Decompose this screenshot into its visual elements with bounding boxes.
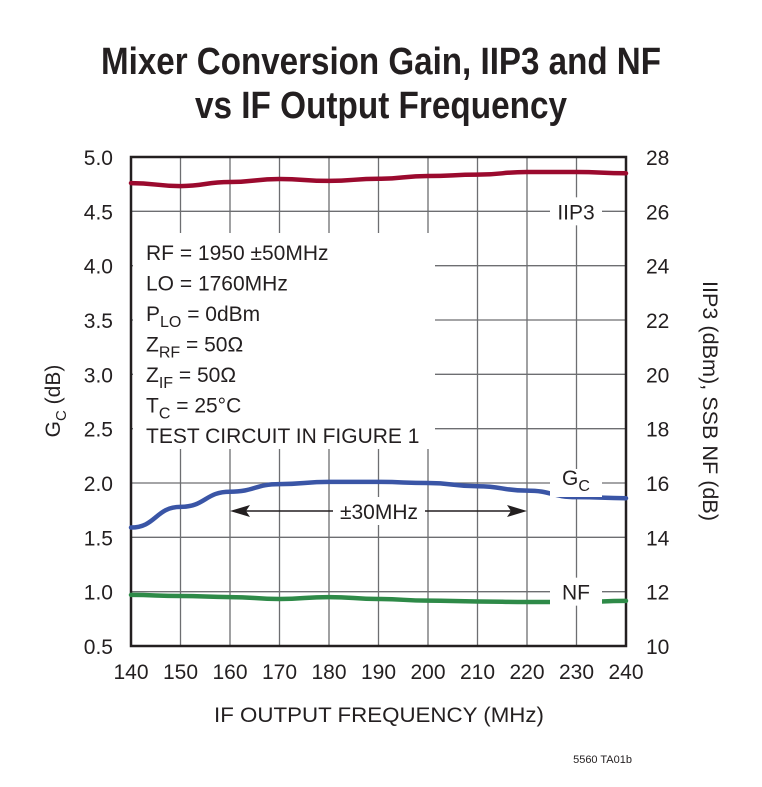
condition-subscript: IF <box>159 375 173 392</box>
chart-title-line2: vs IF Output Frequency <box>195 85 567 127</box>
y2-tick-label: 12 <box>646 582 669 605</box>
condition-subscript: RF <box>159 345 181 362</box>
condition-rest: = 50Ω <box>173 364 236 387</box>
condition-text: RF = 1950 ±50MHz <box>146 242 329 265</box>
y-tick-label: 3.5 <box>84 310 113 333</box>
y-tick-label: 0.5 <box>84 636 113 659</box>
x-tick-label: 140 <box>113 661 148 684</box>
y-tick-label: 5.0 <box>84 147 113 170</box>
series-label-nf: NF <box>562 582 590 605</box>
x-tick-label: 230 <box>559 661 594 684</box>
y-tick-label: 2.5 <box>84 419 113 442</box>
x-tick-label: 180 <box>311 661 346 684</box>
condition-main: LO = 1760MHz <box>146 273 288 296</box>
figure-id: 5560 TA01b <box>573 754 632 766</box>
y-tick-label: 4.5 <box>84 201 113 224</box>
condition-rest: = 25°C <box>170 395 241 418</box>
y2-axis-label: IIP3 (dBm), SSB NF (dB) <box>698 281 721 521</box>
series-label-main: G <box>562 467 578 490</box>
condition-main: T <box>146 395 159 418</box>
condition-subscript: LO <box>160 314 181 331</box>
condition-rest: = 50Ω <box>180 334 243 357</box>
x-tick-label: 240 <box>608 661 643 684</box>
y-tick-label: 1.0 <box>84 582 113 605</box>
y2-tick-label: 26 <box>646 201 669 224</box>
x-tick-label: 210 <box>460 661 495 684</box>
series-label-iip3: IIP3 <box>557 201 594 224</box>
y2-tick-label: 22 <box>646 310 669 333</box>
condition-rest: = 0dBm <box>181 303 260 326</box>
series-label-subscript: C <box>578 478 590 495</box>
y-tick-label: 1.5 <box>84 527 113 550</box>
y2-tick-label: 28 <box>646 147 669 170</box>
x-tick-label: 170 <box>262 661 297 684</box>
condition-main: Z <box>146 364 159 387</box>
x-tick-label: 220 <box>509 661 544 684</box>
condition-text: LO = 1760MHz <box>146 273 288 296</box>
x-axis-label: IF OUTPUT FREQUENCY (MHz) <box>214 704 544 727</box>
x-tick-label: 200 <box>410 661 445 684</box>
y2-tick-label: 10 <box>646 636 669 659</box>
y2-tick-label: 24 <box>646 256 670 279</box>
x-tick-label: 190 <box>361 661 396 684</box>
y-tick-label: 3.0 <box>84 364 113 387</box>
y-tick-label: 4.0 <box>84 256 113 279</box>
y-tick-label: 2.0 <box>84 473 113 496</box>
condition-main: RF = 1950 ±50MHz <box>146 242 329 265</box>
condition-main: Z <box>146 334 159 357</box>
y2-tick-label: 14 <box>646 527 670 550</box>
y2-tick-label: 16 <box>646 473 669 496</box>
x-tick-label: 160 <box>212 661 247 684</box>
y2-tick-label: 20 <box>646 364 669 387</box>
condition-subscript: C <box>159 406 171 423</box>
y2-tick-label: 18 <box>646 419 669 442</box>
condition-main: P <box>146 303 160 326</box>
x-tick-label: 150 <box>163 661 198 684</box>
y-axis-label: GC (dB) <box>42 365 70 438</box>
condition-main: TEST CIRCUIT IN FIGURE 1 <box>146 425 419 448</box>
chart-title-line1: Mixer Conversion Gain, IIP3 and NF <box>101 41 661 83</box>
condition-text: TEST CIRCUIT IN FIGURE 1 <box>146 425 419 448</box>
span-label: ±30MHz <box>340 501 418 524</box>
